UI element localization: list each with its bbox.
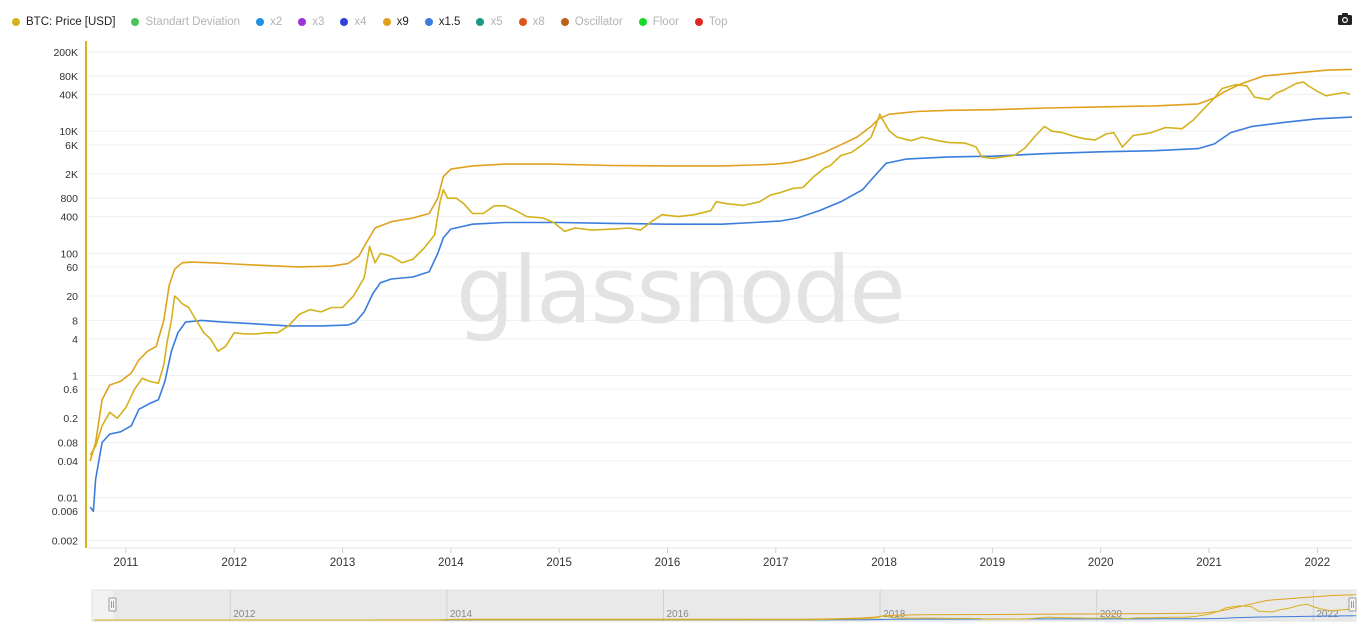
- legend-label: x1.5: [438, 16, 461, 28]
- legend-dot-icon: [638, 18, 647, 26]
- y-tick-label: 0.6: [63, 384, 78, 396]
- legend-dot-icon: [518, 18, 527, 26]
- x-tick-label: 2019: [980, 557, 1006, 569]
- legend-dot-icon: [340, 18, 349, 26]
- legend-dot-icon: [131, 18, 140, 26]
- legend-dot-icon: [382, 18, 391, 26]
- navigator-tick-label: 2012: [233, 609, 256, 620]
- y-tick-label: 10K: [59, 126, 78, 138]
- legend-dot-icon: [476, 18, 485, 26]
- navigator-tick-label: 2014: [450, 609, 473, 620]
- legend-item-4[interactable]: x4: [340, 16, 367, 28]
- y-tick-label: 0.002: [52, 535, 78, 547]
- navigator-tick-label: 2020: [1100, 609, 1123, 620]
- x-tick-label: 2013: [330, 557, 356, 569]
- legend-label: x5: [490, 16, 503, 28]
- navigator-tick-label: 2022: [1316, 609, 1339, 620]
- legend-label: Standart Deviation: [145, 16, 241, 28]
- y-tick-label: 0.006: [52, 506, 78, 518]
- legend-label: x8: [532, 16, 545, 28]
- x-tick-label: 2022: [1305, 557, 1331, 569]
- legend-label: x3: [312, 16, 325, 28]
- legend-dot-icon: [424, 18, 433, 26]
- x-tick-label: 2016: [655, 557, 681, 569]
- x-tick-label: 2017: [763, 557, 789, 569]
- y-tick-label: 0.08: [58, 438, 79, 450]
- y-tick-label: 800: [60, 193, 78, 205]
- legend-item-1[interactable]: Standart Deviation: [131, 16, 240, 28]
- y-tick-label: 1: [72, 371, 78, 383]
- legend-item-6[interactable]: x1.5: [424, 16, 461, 28]
- legend-dot-icon: [12, 18, 20, 26]
- legend-item-2[interactable]: x2: [256, 16, 282, 28]
- y-tick-label: 0.01: [58, 493, 79, 505]
- y-tick-label: 80K: [59, 71, 78, 83]
- range-navigator[interactable]: 2012 2014 2016 2018 2020 2022: [91, 589, 1357, 622]
- x-tick-label: 2015: [546, 557, 572, 569]
- legend-dot-icon: [694, 18, 703, 26]
- y-tick-label: 40K: [59, 89, 78, 101]
- chart-legend: BTC: Price [USD] Standart Deviation x2 x3 x4…: [12, 14, 743, 30]
- series-line-0: [89, 81, 1351, 456]
- navigator-tick-label: 2016: [666, 609, 689, 620]
- navigator-selection[interactable]: [113, 590, 1353, 621]
- legend-item-5[interactable]: x9: [382, 16, 409, 28]
- legend-item-11[interactable]: Top: [694, 16, 728, 28]
- y-tick-label: 400: [60, 212, 78, 224]
- legend-dot-icon: [560, 18, 569, 26]
- y-tick-label: 60: [66, 262, 78, 274]
- navigator-right-handle[interactable]: [1348, 597, 1357, 612]
- legend-label: Floor: [652, 16, 679, 28]
- legend-label: Oscillator: [574, 16, 623, 28]
- y-tick-label: 200K: [53, 47, 78, 59]
- grid-lines: [88, 51, 1352, 541]
- camera-icon[interactable]: [1337, 12, 1353, 26]
- x-tick-label: 2020: [1088, 557, 1114, 569]
- legend-item-10[interactable]: Floor: [638, 16, 679, 28]
- navigator-series-0: [94, 603, 1354, 621]
- legend-item-7[interactable]: x5: [476, 16, 503, 28]
- x-axis-ticks: 2011 2012 2013 2014 2015 2016 2017 2018 2019 2020…: [88, 547, 1352, 569]
- y-axis-ticks: 200K 80K 40K 10K 6K 2K 800 400 100 60 20 8 4 10.6 0.2 0…: [52, 47, 78, 548]
- y-tick-label: 20: [66, 291, 78, 303]
- legend-label: x9: [396, 16, 409, 28]
- legend-label: BTC: Price [USD]: [26, 16, 116, 28]
- navigator-tick-label: 2018: [883, 609, 906, 620]
- legend-label: x2: [270, 16, 283, 28]
- x-tick-label: 2012: [221, 557, 247, 569]
- y-tick-label: 2K: [65, 169, 78, 181]
- legend-label: Top: [708, 16, 728, 28]
- x-tick-label: 2011: [114, 557, 139, 569]
- y-tick-label: 0.2: [63, 413, 78, 425]
- watermark-text: glassnode: [456, 237, 904, 344]
- y-tick-label: 100: [60, 248, 78, 260]
- x-tick-label: 2018: [871, 557, 897, 569]
- series-layer: [89, 68, 1353, 512]
- series-line-1: [89, 68, 1353, 462]
- legend-label: x4: [354, 16, 367, 28]
- y-tick-label: 8: [72, 315, 78, 327]
- y-tick-label: 4: [72, 334, 78, 346]
- legend-dot-icon: [256, 18, 265, 26]
- navigator-left-handle[interactable]: [108, 597, 117, 612]
- x-tick-label: 2014: [438, 557, 464, 569]
- legend-item-9[interactable]: Oscillator: [560, 16, 623, 28]
- legend-dot-icon: [298, 18, 307, 26]
- legend-item-8[interactable]: x8: [518, 16, 545, 28]
- legend-item-0[interactable]: BTC: Price [USD]: [12, 16, 115, 28]
- x-tick-label: 2021: [1196, 557, 1222, 569]
- series-line-2: [89, 116, 1353, 512]
- y-tick-label: 6K: [65, 140, 78, 152]
- legend-item-3[interactable]: x3: [298, 16, 324, 28]
- y-tick-label: 0.04: [58, 456, 79, 468]
